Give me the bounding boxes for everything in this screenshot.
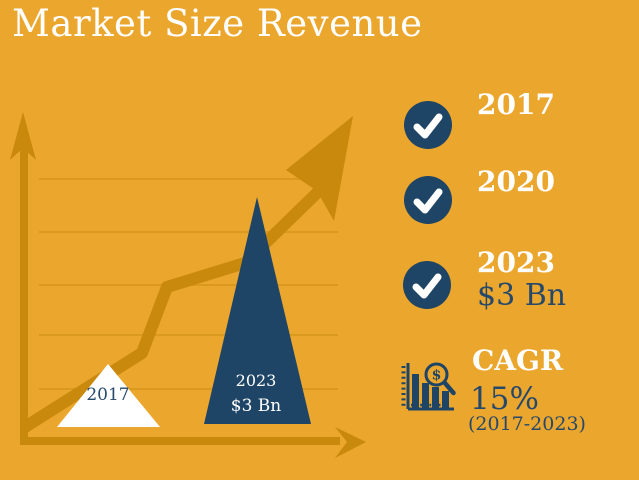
marker-2017-label: 2017 — [86, 385, 129, 405]
check-icon — [404, 176, 452, 224]
milestone-year-2020: 2020 — [477, 165, 555, 198]
cagr-analysis-icon: $ — [400, 360, 458, 414]
cagr-period: (2017-2023) — [468, 413, 586, 435]
marker-2017-triangle — [57, 364, 160, 427]
y-axis — [10, 112, 36, 445]
x-axis — [22, 427, 366, 458]
milestone-value-2023: $3 Bn — [477, 278, 567, 313]
marker-2023-label: 2023 — [236, 371, 277, 390]
milestone-year-2023: 2023 — [477, 246, 555, 279]
marker-2023-value: $3 Bn — [231, 396, 282, 416]
y-axis-arrowhead-icon — [10, 112, 36, 160]
page-title: Market Size Revenue — [12, 2, 423, 45]
cagr-label: CAGR — [472, 344, 564, 377]
marker-2023-triangle — [204, 197, 311, 424]
check-icon — [404, 101, 452, 149]
cagr-value: 15% — [470, 381, 539, 417]
x-axis-arrowhead-icon — [335, 427, 366, 458]
trend-arrowhead-icon — [286, 116, 353, 221]
growth-chart: 2017 2023 $3 Bn — [10, 112, 366, 458]
milestone-year-2017: 2017 — [477, 88, 555, 121]
dollar-sign: $ — [432, 368, 442, 384]
check-icon — [403, 261, 451, 309]
